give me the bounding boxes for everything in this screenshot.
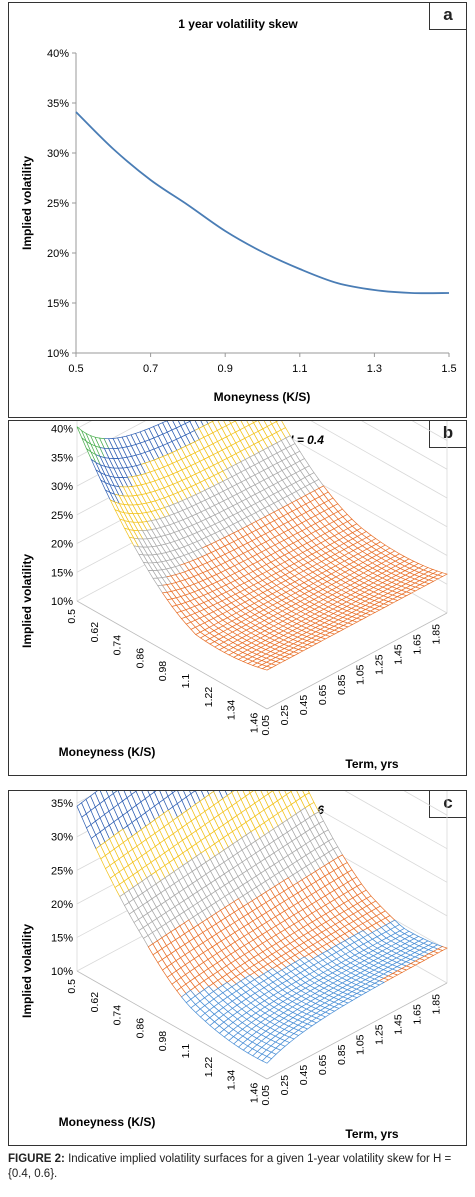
- x-tick-label: 1.5: [441, 363, 456, 375]
- y-tick-label: 35%: [47, 98, 69, 110]
- z-tick-label: 10%: [51, 966, 73, 978]
- term-tick-label: 0.05: [260, 715, 272, 736]
- moneyness-tick-label: 1.22: [203, 1057, 215, 1078]
- moneyness-tick-label: 1.46: [248, 1083, 260, 1104]
- surface-chart-h04: Implied volatility surface, H = 0.410%15…: [20, 421, 448, 771]
- term-tick-label: 0.85: [336, 1044, 348, 1065]
- z-gridline: [76, 421, 448, 470]
- moneyness-tick-label: 0.5: [66, 609, 78, 624]
- z-tick-label: 35%: [51, 798, 73, 810]
- term-tick-label: 1.45: [393, 644, 405, 665]
- term-tick-label: 0.25: [279, 1075, 291, 1096]
- z-tick-label: 30%: [51, 481, 73, 493]
- y-tick-label: 15%: [47, 298, 69, 310]
- surface-chart-h06: Implied volatility surface, H = 0.610%15…: [20, 791, 448, 1141]
- moneyness-tick-label: 0.5: [66, 979, 78, 994]
- term-tick-label: 1.85: [431, 994, 443, 1015]
- moneyness-tick-label: 1.34: [226, 700, 238, 721]
- z-tick-label: 25%: [51, 510, 73, 522]
- panel-label-b: b: [429, 421, 466, 448]
- z-tick-label: 10%: [51, 596, 73, 608]
- x-axis-title: Moneyness (K/S): [214, 390, 311, 404]
- term-tick-label: 1.65: [412, 1004, 424, 1025]
- y-tick-label: 25%: [47, 198, 69, 210]
- moneyness-tick-label: 0.74: [112, 635, 124, 656]
- moneyness-axis-title: Moneyness (K/S): [59, 1115, 156, 1129]
- moneyness-tick-label: 0.62: [89, 992, 101, 1013]
- panel-label-a: a: [429, 3, 466, 30]
- z-tick-label: 20%: [51, 539, 73, 551]
- panel-a: a 1 year volatility skew 10% 15% 20% 25% 30% 3…: [8, 2, 467, 418]
- z-axis-title: Implied volatility: [20, 924, 34, 1018]
- moneyness-tick-label: 1.1: [180, 674, 192, 689]
- panel-b: b Implied volatility surface, H = 0.410%…: [8, 420, 467, 776]
- term-tick-label: 1.25: [374, 654, 386, 675]
- term-axis-title: Term, yrs: [345, 1127, 398, 1141]
- z-tick-label: 30%: [51, 832, 73, 844]
- floor-edge-moneyness: [76, 970, 268, 1080]
- term-tick-label: 0.05: [260, 1085, 272, 1106]
- x-tick-label: 0.7: [143, 363, 158, 375]
- term-tick-label: 0.85: [336, 674, 348, 695]
- z-tick-label: 35%: [51, 452, 73, 464]
- term-tick-label: 1.05: [355, 664, 367, 685]
- skew-chart: 1 year volatility skew 10% 15% 20% 25% 30% 35%…: [20, 17, 457, 404]
- moneyness-tick-label: 1.22: [203, 687, 215, 708]
- moneyness-axis-title: Moneyness (K/S): [59, 745, 156, 759]
- term-tick-label: 0.45: [298, 695, 310, 716]
- term-tick-label: 1.65: [412, 634, 424, 655]
- term-tick-label: 0.65: [317, 685, 329, 706]
- moneyness-tick-label: 1.46: [248, 713, 260, 734]
- y-tick-label: 40%: [47, 48, 69, 60]
- moneyness-tick-label: 1.34: [226, 1070, 238, 1091]
- series-line-skew: [75, 111, 450, 295]
- y-tick-label: 30%: [47, 148, 69, 160]
- z-tick-label: 20%: [51, 899, 73, 911]
- x-tick-label: 0.9: [218, 363, 233, 375]
- z-axis-title: Implied volatility: [20, 554, 34, 648]
- caption-label: FIGURE 2:: [8, 1153, 65, 1165]
- panel-c: c Implied volatility surface, H = 0.610%…: [8, 790, 467, 1146]
- moneyness-tick-label: 1.1: [180, 1044, 192, 1059]
- z-tick-label: 15%: [51, 932, 73, 944]
- x-tick-label: 1.1: [292, 363, 307, 375]
- moneyness-tick-label: 0.98: [157, 1031, 169, 1052]
- term-tick-label: 1.45: [393, 1014, 405, 1035]
- panel-label-c: c: [429, 791, 466, 818]
- surface-cell: [261, 665, 273, 671]
- floor-edge-term: [266, 612, 448, 710]
- moneyness-tick-label: 0.86: [134, 1018, 146, 1039]
- z-tick-label: 15%: [51, 567, 73, 579]
- moneyness-tick-label: 0.62: [89, 622, 101, 643]
- term-axis-title: Term, yrs: [345, 757, 398, 771]
- term-tick-label: 0.65: [317, 1055, 329, 1076]
- moneyness-tick-label: 0.74: [112, 1005, 124, 1026]
- y-axis-title: Implied volatility: [20, 156, 34, 250]
- moneyness-tick-label: 0.98: [157, 661, 169, 682]
- z-tick-label: 40%: [51, 424, 73, 436]
- moneyness-tick-label: 0.86: [134, 648, 146, 669]
- chart-title: 1 year volatility skew: [178, 17, 298, 31]
- y-tick-label: 10%: [47, 348, 69, 360]
- y-tick-label: 20%: [47, 248, 69, 260]
- term-tick-label: 0.25: [279, 705, 291, 726]
- z-tick-label: 25%: [51, 865, 73, 877]
- floor-edge-moneyness: [76, 600, 268, 710]
- surface-cell: [261, 1055, 273, 1064]
- caption-text: Indicative implied volatility surfaces f…: [8, 1153, 452, 1180]
- x-tick-label: 1.3: [367, 363, 382, 375]
- figure-caption: FIGURE 2: Indicative implied volatility …: [8, 1152, 467, 1182]
- x-tick-label: 0.5: [68, 363, 83, 375]
- term-tick-label: 0.45: [298, 1065, 310, 1086]
- surface-mesh: [76, 791, 448, 1064]
- term-tick-label: 1.25: [374, 1024, 386, 1045]
- surface-mesh: [76, 421, 448, 671]
- term-tick-label: 1.05: [355, 1034, 367, 1055]
- floor-edge-term: [266, 982, 448, 1080]
- term-tick-label: 1.85: [431, 624, 443, 645]
